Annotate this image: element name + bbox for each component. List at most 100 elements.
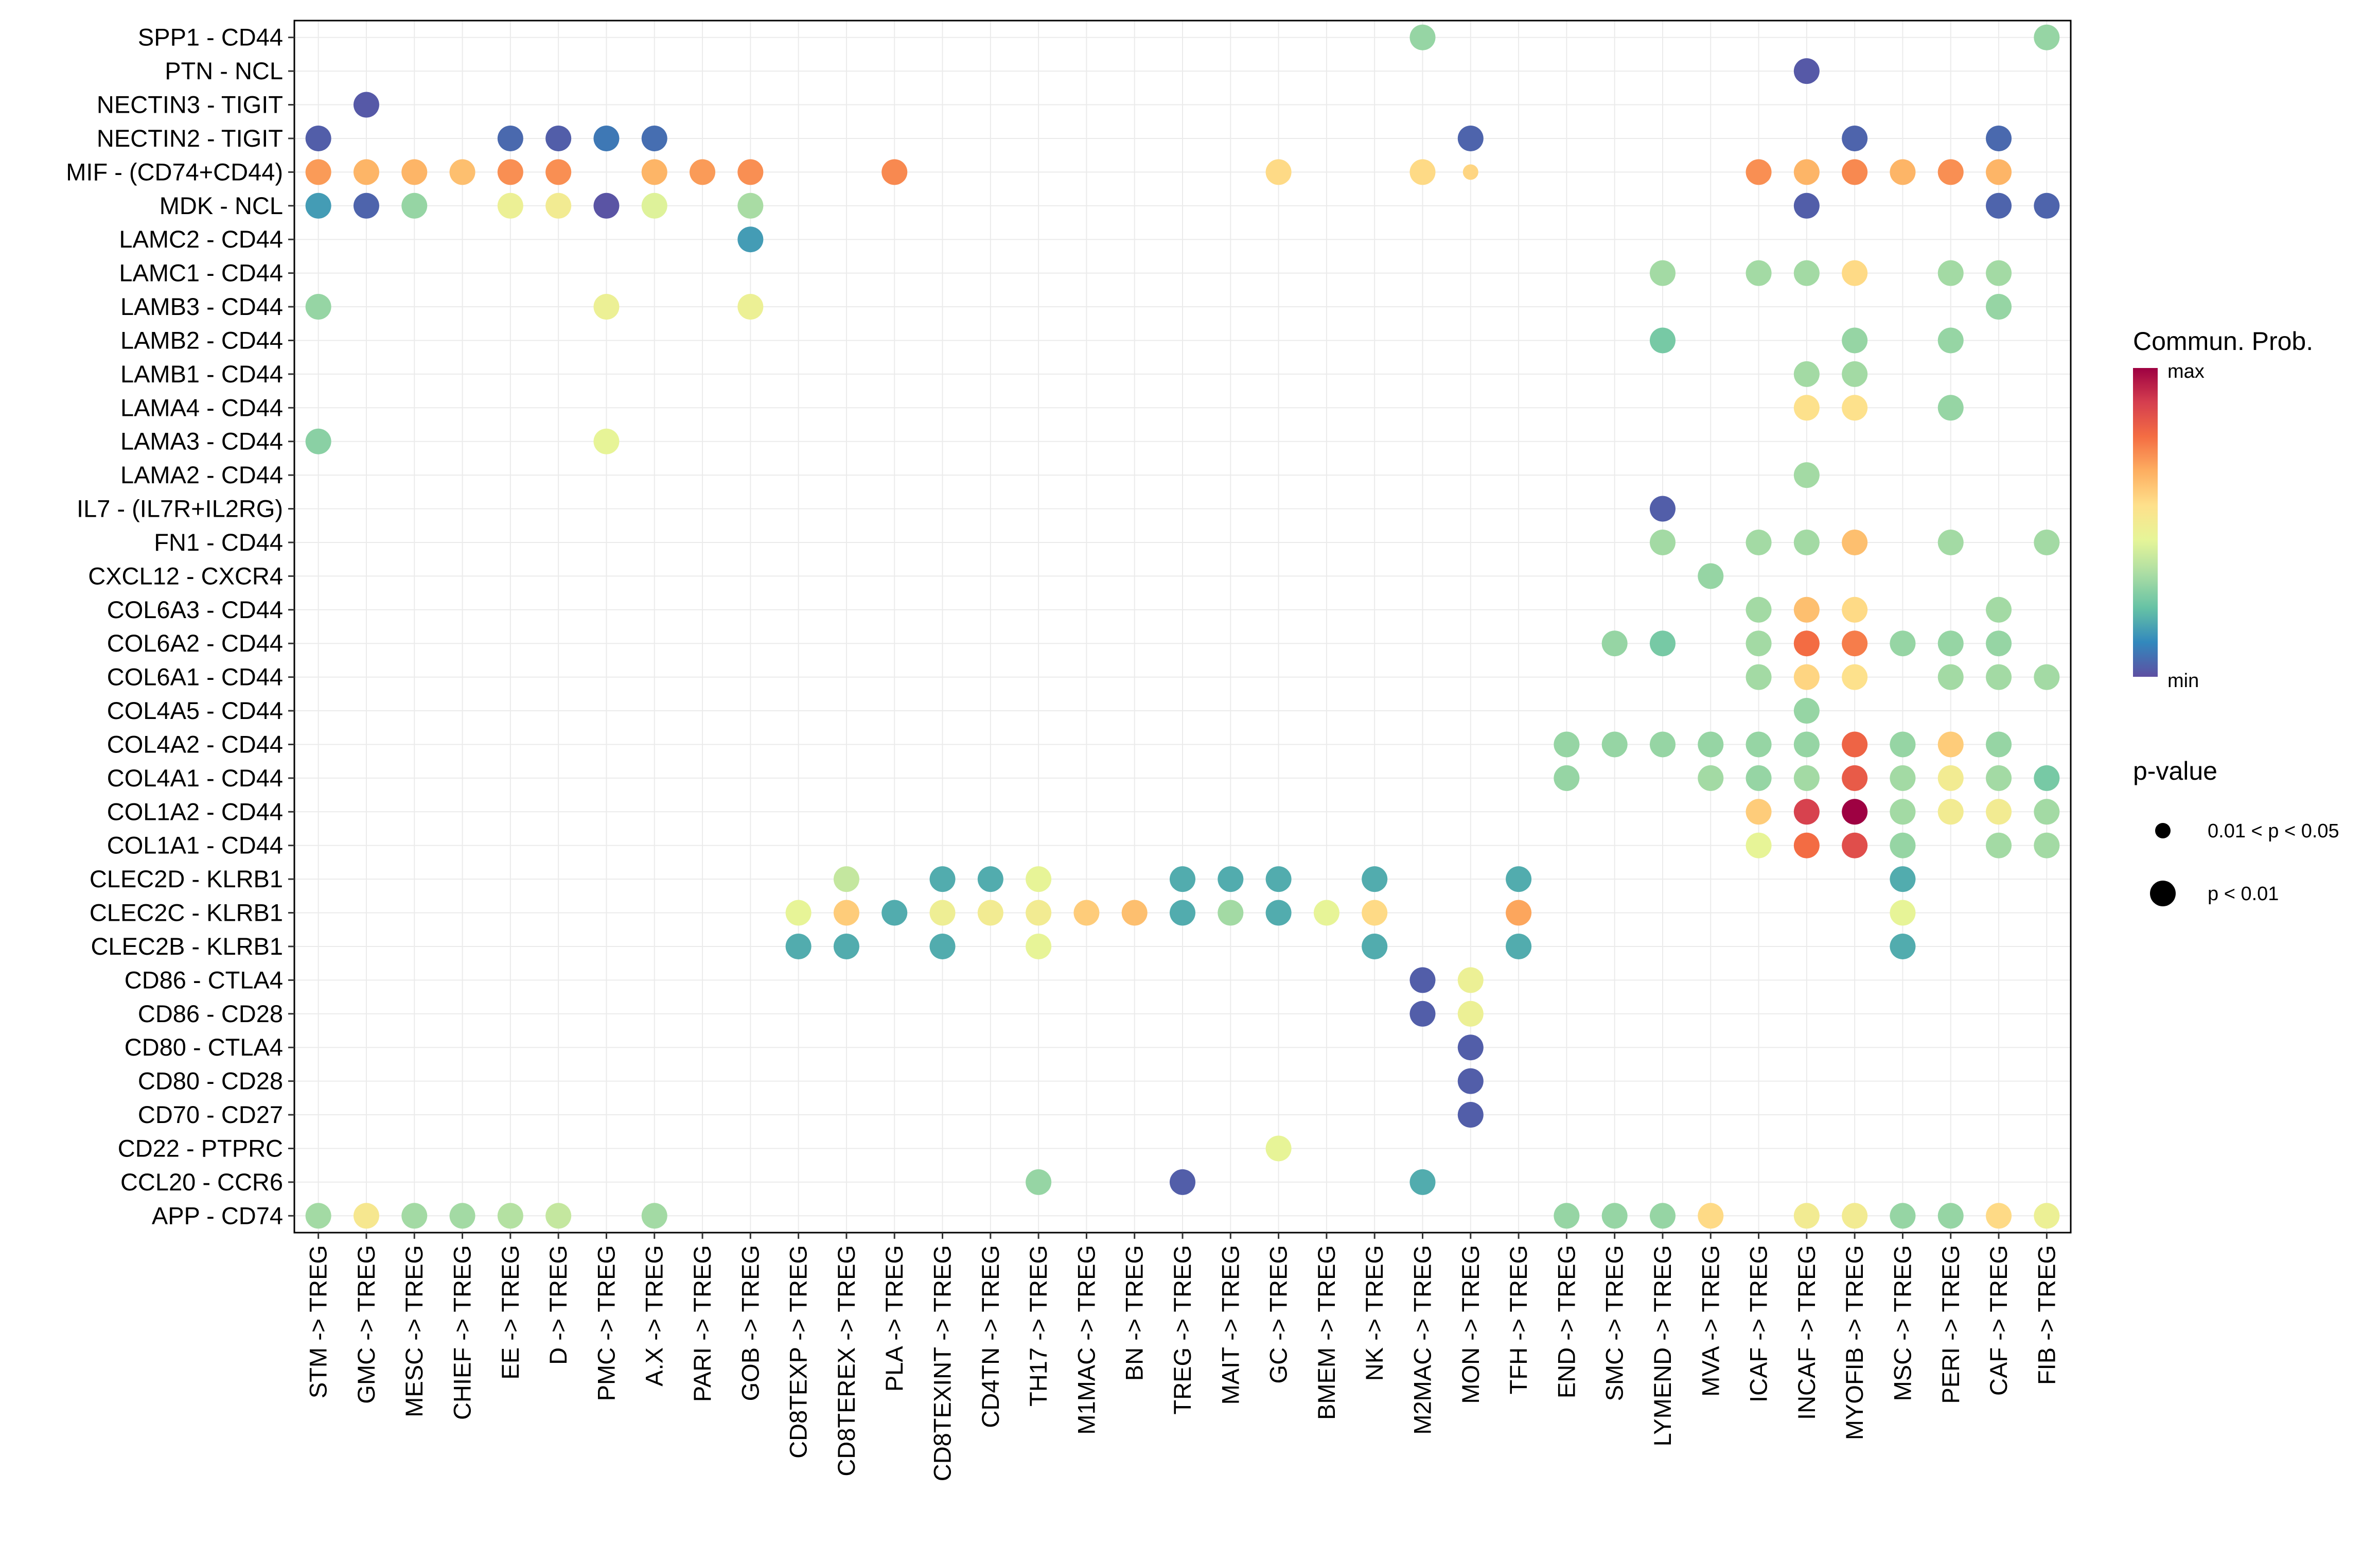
data-point (1506, 866, 1532, 892)
data-point (1793, 698, 1820, 724)
data-point (2034, 664, 2060, 690)
y-tick-label: LAMA2 - CD44 (120, 461, 283, 488)
data-point (1890, 866, 1916, 892)
x-tick-label: D -> TREG (544, 1245, 572, 1365)
data-point (1986, 799, 2012, 825)
x-tick-label: TH17 -> TREG (1025, 1245, 1052, 1407)
data-point (833, 866, 859, 892)
data-point (1746, 832, 1772, 858)
data-point (497, 159, 523, 185)
data-point (1986, 294, 2012, 320)
data-point (1937, 799, 1964, 825)
data-point (1026, 933, 1052, 959)
data-point (1842, 159, 1868, 185)
y-tick-label: LAMB1 - CD44 (120, 360, 283, 388)
data-point (1793, 630, 1820, 657)
legend: Commun. Prob. max min p-value 0.01 < p <… (2133, 327, 2339, 906)
x-axis: STM -> TREG GMC -> TREG MESC -> TREG CHIEF … (305, 1233, 2060, 1481)
data-point (641, 125, 667, 151)
data-point (1026, 866, 1052, 892)
data-point (737, 159, 764, 185)
data-point (1362, 900, 1388, 926)
data-point (1649, 731, 1676, 758)
data-point (1986, 596, 2012, 623)
colorbar-min-label: min (2167, 670, 2199, 692)
data-points (305, 24, 2060, 1229)
data-point (1937, 731, 1964, 758)
data-point (1842, 664, 1868, 690)
data-point (1986, 731, 2012, 758)
data-point (1409, 1169, 1436, 1195)
data-point (1409, 24, 1436, 50)
x-tick-label: STM -> TREG (305, 1245, 332, 1398)
data-point (1793, 765, 1820, 791)
data-point (1073, 900, 1100, 926)
y-tick-label: CD70 - CD27 (138, 1101, 283, 1128)
data-point (1409, 967, 1436, 993)
data-point (1937, 664, 1964, 690)
data-point (1457, 967, 1484, 993)
data-point (1937, 159, 1964, 185)
data-point (1793, 58, 1820, 84)
y-tick-label: CLEC2C - KLRB1 (90, 899, 283, 926)
data-point (593, 294, 620, 320)
x-tick-label: PERI -> TREG (1937, 1245, 1964, 1404)
grid-lines (294, 21, 2071, 1233)
data-point (1218, 900, 1244, 926)
data-point (690, 159, 716, 185)
data-point (353, 1203, 379, 1229)
y-tick-label: CD80 - CTLA4 (125, 1033, 283, 1061)
data-point (1937, 1203, 1964, 1229)
data-point (737, 226, 764, 253)
y-tick-label: LAMA3 - CD44 (120, 428, 283, 455)
data-point (1457, 1102, 1484, 1128)
data-point (1842, 327, 1868, 354)
data-point (1937, 260, 1964, 286)
data-point (2034, 832, 2060, 858)
x-tick-label: CD8TEXP -> TREG (785, 1245, 812, 1459)
data-point (545, 192, 572, 219)
data-point (1793, 159, 1820, 185)
y-tick-label: COL4A5 - CD44 (107, 697, 283, 724)
y-tick-label: MIF - (CD74+CD44) (66, 158, 283, 185)
data-point (737, 192, 764, 219)
data-point (1746, 260, 1772, 286)
x-tick-label: PMC -> TREG (592, 1245, 620, 1401)
y-tick-label: CXCL12 - CXCR4 (88, 562, 283, 589)
y-tick-label: MDK - NCL (160, 192, 283, 219)
y-tick-label: COL6A3 - CD44 (107, 596, 283, 623)
data-point (1601, 731, 1628, 758)
data-point (1554, 765, 1580, 791)
data-point (1313, 900, 1339, 926)
x-tick-label: MON -> TREG (1457, 1245, 1484, 1404)
x-tick-label: FIB -> TREG (2033, 1245, 2060, 1385)
x-tick-label: PLA -> TREG (880, 1245, 908, 1392)
data-point (1457, 1068, 1484, 1094)
data-point (1649, 1203, 1676, 1229)
data-point (1121, 900, 1148, 926)
data-point (401, 1203, 428, 1229)
data-point (882, 900, 908, 926)
x-tick-label: SMC -> TREG (1601, 1245, 1628, 1401)
data-point (1986, 260, 2012, 286)
x-tick-label: PARI -> TREG (689, 1245, 716, 1402)
data-point (1986, 1203, 2012, 1229)
data-point (1746, 664, 1772, 690)
y-tick-label: COL6A2 - CD44 (107, 629, 283, 657)
data-point (1457, 125, 1484, 151)
y-tick-label: APP - CD74 (152, 1202, 283, 1229)
data-point (1986, 664, 2012, 690)
color-legend-title: Commun. Prob. (2133, 327, 2313, 356)
size-legend-large-label: p < 0.01 (2208, 883, 2279, 905)
data-point (1937, 630, 1964, 657)
data-point (1890, 832, 1916, 858)
data-point (1170, 866, 1195, 892)
data-point (1265, 900, 1292, 926)
data-point (2034, 1203, 2060, 1229)
data-point (545, 159, 572, 185)
data-point (1842, 260, 1868, 286)
x-tick-label: MESC -> TREG (400, 1245, 428, 1417)
x-tick-label: M2MAC -> TREG (1408, 1245, 1436, 1435)
y-tick-label: CD86 - CTLA4 (125, 966, 283, 993)
data-point (545, 125, 572, 151)
